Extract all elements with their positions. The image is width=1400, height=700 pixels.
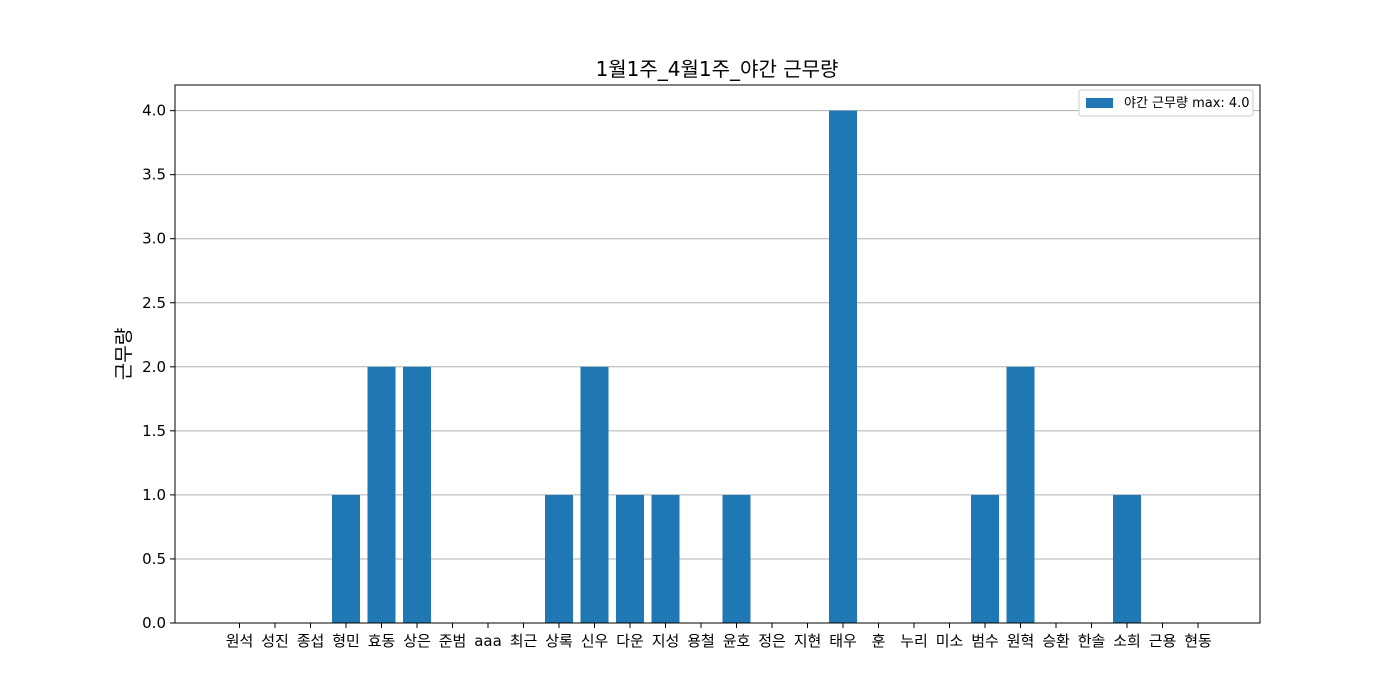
legend-entry: 야간 근무량 max: 4.0 bbox=[1124, 96, 1250, 111]
bars bbox=[332, 110, 1141, 624]
x-tick-label: 현동 bbox=[1184, 632, 1212, 650]
x-axis: 원석 성진 종섭 형민 효동 상은 준범 aaa 최근 상록 신우 다운 지성 용철 윤호 정은 지현 태우 훈 누리… bbox=[226, 623, 1212, 650]
bar-소희 bbox=[1113, 494, 1141, 623]
bar-원혁 bbox=[1006, 366, 1035, 623]
x-tick-label: 용철 bbox=[687, 632, 715, 650]
bar-형민 bbox=[332, 494, 360, 623]
x-tick-label: 지성 bbox=[652, 632, 680, 650]
x-tick-label: 지현 bbox=[794, 632, 822, 650]
bar-태우 bbox=[829, 110, 857, 624]
bar-신우 bbox=[580, 366, 609, 623]
plot-area-frame bbox=[174, 84, 1261, 624]
x-tick-label: 훈 bbox=[872, 632, 886, 650]
x-tick-label: 범수 bbox=[971, 632, 999, 650]
x-tick-label: 소희 bbox=[1113, 632, 1141, 650]
x-tick-label: 원석 bbox=[226, 632, 254, 650]
y-tick-label: 0.0 bbox=[142, 614, 166, 632]
bar-상록 bbox=[545, 494, 573, 623]
legend: 야간 근무량 max: 4.0 bbox=[1078, 89, 1254, 117]
y-axis-label: 근무량 bbox=[113, 328, 135, 380]
x-tick-label: 태우 bbox=[829, 632, 857, 650]
y-axis: 0.0 0.5 1.0 1.5 2.0 2.5 3.0 3.5 4.0 bbox=[142, 102, 175, 632]
bar-범수 bbox=[971, 494, 999, 623]
bar-효동 bbox=[367, 366, 396, 623]
x-tick-label: 윤호 bbox=[723, 632, 751, 650]
x-tick-label: 정은 bbox=[758, 632, 786, 650]
x-tick-label: 승환 bbox=[1042, 632, 1070, 650]
x-tick-label: 다운 bbox=[616, 632, 644, 650]
x-tick-label: 신우 bbox=[581, 632, 609, 650]
y-tick-label: 1.5 bbox=[142, 422, 166, 440]
y-tick-label: 1.0 bbox=[142, 486, 166, 504]
y-tick-label: 2.0 bbox=[142, 358, 166, 376]
y-tick-label: 0.5 bbox=[142, 550, 166, 568]
legend-swatch bbox=[1086, 98, 1113, 108]
x-tick-label: 종섭 bbox=[297, 632, 325, 650]
x-tick-label: 준범 bbox=[439, 632, 467, 650]
x-tick-label: 원혁 bbox=[1007, 632, 1035, 650]
x-tick-label: 효동 bbox=[368, 632, 396, 650]
y-tick-label: 3.5 bbox=[142, 166, 166, 184]
x-tick-label: 근용 bbox=[1149, 632, 1177, 650]
x-tick-label: 형민 bbox=[332, 632, 360, 650]
legend-frame bbox=[1078, 89, 1254, 117]
x-tick-label: 최근 bbox=[510, 632, 538, 650]
chart-title: 1월1주_4월1주_야간 근무량 bbox=[596, 57, 839, 81]
x-tick-label: 한솔 bbox=[1078, 632, 1106, 650]
x-tick-label: 상록 bbox=[545, 632, 573, 650]
y-tick-label: 2.5 bbox=[142, 294, 166, 312]
x-tick-label: 상은 bbox=[403, 632, 431, 650]
bar-윤호 bbox=[722, 494, 751, 623]
x-tick-label: 누리 bbox=[900, 632, 928, 650]
x-tick-label: aaa bbox=[474, 632, 502, 650]
y-tick-label: 3.0 bbox=[142, 230, 166, 248]
x-tick-label: 성진 bbox=[261, 632, 289, 650]
bar-상은 bbox=[403, 366, 431, 623]
bar-지성 bbox=[651, 494, 680, 623]
y-tick-label: 4.0 bbox=[142, 102, 166, 120]
x-tick-label: 미소 bbox=[936, 632, 964, 650]
bar-다운 bbox=[616, 494, 644, 623]
